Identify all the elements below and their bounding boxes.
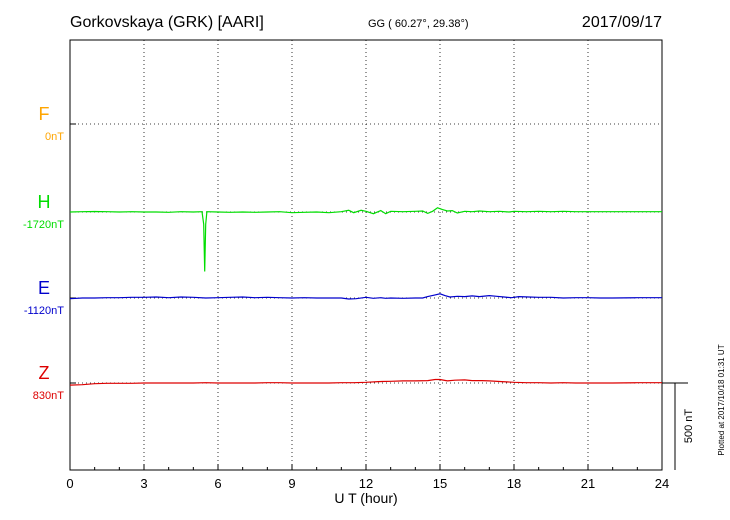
x-tick-label: 21 xyxy=(581,476,595,491)
plotted-note: Plotted at 2017/10/18 01:31 UT xyxy=(717,344,726,455)
series-name-h: H xyxy=(38,192,51,212)
x-tick-label: 9 xyxy=(288,476,295,491)
x-tick-label: 12 xyxy=(359,476,373,491)
x-tick-label: 0 xyxy=(66,476,73,491)
series-line-z xyxy=(69,378,662,386)
chart-title: Gorkovskaya (GRK) [AARI] xyxy=(70,14,264,31)
series-baseline-h: -1720nT xyxy=(23,219,64,231)
scale-bar-label: 500 nT xyxy=(683,409,695,444)
series-name-z: Z xyxy=(39,363,50,383)
series-baseline-e: -1120nT xyxy=(24,305,64,317)
series-name-e: E xyxy=(38,278,50,298)
x-tick-label: 24 xyxy=(655,476,669,491)
grid xyxy=(70,40,662,470)
x-tick-label: 15 xyxy=(433,476,447,491)
series-baseline-z: 830nT xyxy=(33,390,64,402)
series-baseline-f: 0nT xyxy=(45,131,64,143)
series-line-h xyxy=(69,207,662,272)
x-axis-label: U T (hour) xyxy=(334,490,397,506)
station-coords: GG ( 60.27°, 29.38°) xyxy=(368,18,469,30)
x-axis: 0 3 6 9 12 15 18 21 24 xyxy=(66,123,669,491)
series-line-e xyxy=(69,293,662,300)
series-lines xyxy=(69,207,662,386)
chart-date: 2017/09/17 xyxy=(582,14,662,31)
series-labels: F 0nT H -1720nT E -1120nT Z 830nT xyxy=(23,104,64,402)
x-tick-label: 3 xyxy=(140,476,147,491)
x-tick-label: 18 xyxy=(507,476,521,491)
x-tick-label: 6 xyxy=(214,476,221,491)
series-name-f: F xyxy=(39,104,50,124)
